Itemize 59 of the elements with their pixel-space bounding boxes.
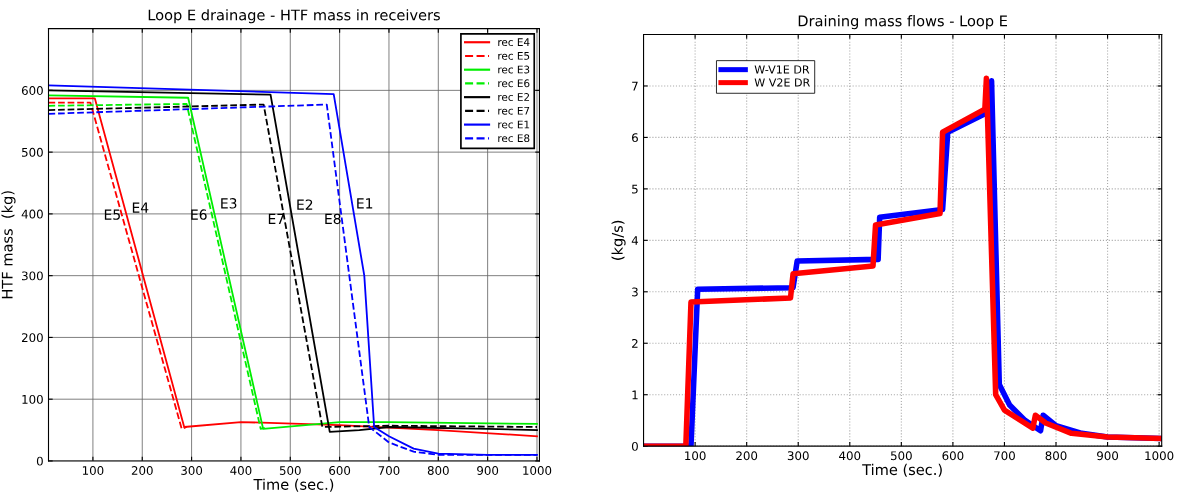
- x-tick-label: 800: [427, 466, 449, 475]
- annotation: E4: [132, 202, 149, 213]
- y-axis-title: (kg/s): [611, 220, 626, 260]
- x-tick-label: 200: [131, 466, 153, 475]
- legend-label: rec E2: [498, 93, 530, 101]
- x-tick-label: 400: [839, 451, 861, 461]
- legend-label: rec E1: [498, 120, 530, 129]
- x-tick-label: 800: [1045, 451, 1067, 461]
- y-tick-label: 500: [22, 147, 43, 157]
- legend-label: rec E3: [498, 65, 530, 74]
- x-tick-label: 600: [942, 451, 964, 461]
- x-axis-title: Time (sec.): [253, 478, 334, 492]
- x-tick-label: 300: [181, 466, 203, 475]
- legend-label: W-V1E DR: [754, 65, 810, 74]
- y-tick-label: 4: [631, 236, 639, 245]
- x-tick-label: 100: [82, 466, 104, 475]
- x-tick-label: 1000: [523, 466, 552, 475]
- legend-label: rec E4: [498, 38, 530, 47]
- x-tick-label: 200: [736, 451, 758, 461]
- legend-label: W V2E DR: [754, 78, 810, 87]
- y-axis-title: HTF mass (kg): [1, 191, 16, 299]
- y-tick-label: 6: [632, 133, 638, 143]
- x-axis-title: Time (sec.): [862, 463, 942, 477]
- annotation: E8: [325, 213, 341, 225]
- annotation: E2: [297, 199, 313, 210]
- x-tick-label: 600: [329, 466, 351, 475]
- x-tick-label: 900: [477, 466, 499, 475]
- annotation: E6: [191, 209, 207, 220]
- y-tick-label: 400: [21, 209, 43, 219]
- annotation: E3: [221, 198, 237, 209]
- x-tick-label: 900: [1097, 451, 1119, 461]
- y-tick-label: 1: [632, 390, 638, 400]
- y-tick-label: 300: [22, 271, 43, 281]
- y-tick-label: 0: [631, 441, 638, 451]
- y-tick-label: 600: [21, 86, 43, 96]
- annotation: E5: [104, 209, 120, 220]
- x-tick-label: 500: [279, 466, 301, 475]
- x-tick-label: 500: [890, 451, 912, 461]
- y-tick-label: 3: [632, 287, 638, 297]
- chart-title: Draining mass flows - Loop E: [798, 15, 1007, 30]
- x-tick-label: 400: [230, 466, 252, 475]
- x-tick-label: 100: [685, 451, 706, 461]
- legend-label: rec E5: [498, 52, 530, 60]
- chart-title: Loop E drainage - HTF mass in receivers: [148, 9, 440, 24]
- x-tick-label: 700: [378, 466, 400, 475]
- y-tick-label: 100: [22, 394, 43, 404]
- x-tick-label: 700: [994, 451, 1015, 461]
- annotation: E1: [357, 198, 373, 209]
- y-tick-label: 5: [632, 184, 638, 194]
- y-tick-label: 2: [632, 338, 638, 348]
- annotation: E7: [268, 213, 284, 224]
- y-tick-label: 7: [632, 81, 638, 91]
- y-tick-label: 0: [36, 456, 43, 466]
- legend-label: rec E6: [498, 79, 530, 88]
- x-tick-label: 1000: [1145, 451, 1174, 461]
- legend-label: rec E8: [498, 134, 530, 143]
- y-tick-label: 200: [21, 333, 43, 343]
- legend-label: rec E7: [498, 106, 530, 115]
- x-tick-label: 300: [787, 451, 809, 461]
